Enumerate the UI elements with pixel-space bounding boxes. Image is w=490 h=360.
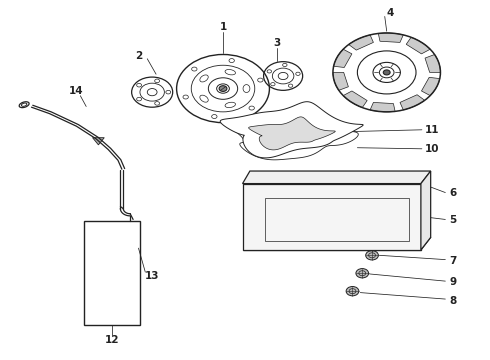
Text: 13: 13 (145, 271, 159, 281)
Text: 11: 11 (424, 125, 439, 135)
Polygon shape (406, 37, 430, 54)
Text: 6: 6 (449, 188, 457, 198)
Text: 1: 1 (220, 22, 227, 32)
Circle shape (356, 269, 368, 278)
Text: 3: 3 (273, 38, 280, 48)
Text: 5: 5 (449, 215, 457, 225)
Polygon shape (232, 114, 358, 160)
Text: 12: 12 (105, 334, 120, 345)
Circle shape (346, 287, 359, 296)
Polygon shape (421, 77, 440, 96)
Text: 9: 9 (450, 277, 457, 287)
Text: 8: 8 (449, 296, 457, 306)
Polygon shape (93, 138, 104, 145)
Polygon shape (421, 171, 431, 250)
Circle shape (219, 86, 227, 91)
Polygon shape (243, 184, 421, 250)
Polygon shape (370, 103, 395, 112)
Polygon shape (220, 102, 363, 158)
Bar (84, 221, 140, 325)
Circle shape (133, 245, 137, 248)
Polygon shape (243, 171, 431, 184)
Polygon shape (248, 117, 335, 150)
Polygon shape (349, 35, 373, 50)
Circle shape (366, 251, 378, 260)
Polygon shape (334, 49, 352, 67)
Polygon shape (343, 91, 367, 108)
Text: 7: 7 (449, 256, 457, 266)
Polygon shape (425, 54, 441, 72)
Circle shape (383, 70, 390, 75)
Polygon shape (378, 33, 403, 42)
Text: 4: 4 (387, 8, 394, 18)
Bar (265, 198, 409, 241)
Text: 10: 10 (424, 144, 439, 154)
Polygon shape (400, 95, 425, 110)
Polygon shape (333, 72, 348, 90)
Text: 14: 14 (69, 86, 84, 96)
Text: 2: 2 (135, 51, 143, 61)
